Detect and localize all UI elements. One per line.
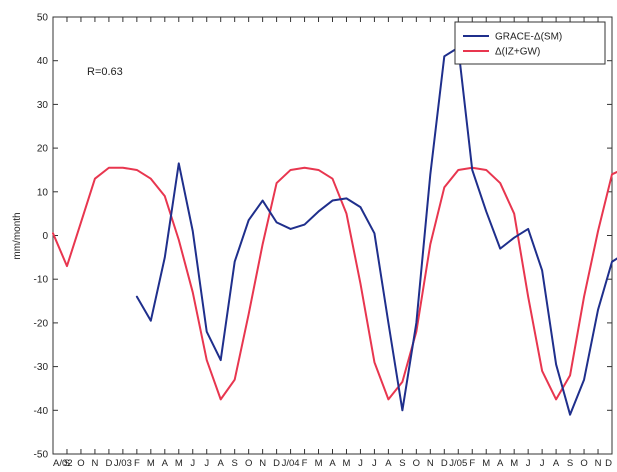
y-tick-label: -20 (34, 318, 49, 329)
x-tick-label: O (413, 458, 420, 469)
x-tick-label: A (162, 458, 169, 469)
y-tick-label: 40 (37, 56, 49, 67)
x-tick-label: S (64, 458, 70, 469)
x-tick-label: A (553, 458, 560, 469)
y-tick-label: -50 (34, 450, 49, 461)
x-tick-label: S (399, 458, 405, 469)
y-axis-label: mm/month (12, 212, 23, 259)
x-tick-label: F (302, 458, 308, 469)
x-axis-ticks: A/02S O N D J/03 F M A M J J A S O N D J/04 F M A M J J A S O N D J/… (52, 17, 613, 469)
y-tick-label: 20 (37, 144, 49, 155)
series-line-0 (135, 46, 617, 416)
x-tick-label: J/05 (449, 458, 467, 469)
x-tick-label: J (204, 458, 209, 469)
series-lines (52, 46, 617, 416)
x-tick-label: N (91, 458, 98, 469)
x-tick-label: D (605, 458, 612, 469)
x-tick-label: M (482, 458, 490, 469)
x-tick-label: M (147, 458, 155, 469)
x-tick-label: S (232, 458, 238, 469)
x-tick-label: F (469, 458, 475, 469)
x-tick-label: A (497, 458, 504, 469)
x-tick-label: F (134, 458, 140, 469)
x-tick-label: N (259, 458, 266, 469)
legend-label-1: Δ(IZ+GW) (495, 47, 540, 58)
legend-box (454, 21, 606, 65)
x-tick-label: J (526, 458, 531, 469)
x-tick-label: J (358, 458, 363, 469)
x-tick-label: M (315, 458, 323, 469)
x-tick-label: O (580, 458, 587, 469)
y-tick-label: -40 (34, 406, 49, 417)
x-tick-label: S (567, 458, 573, 469)
y-tick-label: -10 (34, 275, 49, 286)
x-tick-label: J (190, 458, 195, 469)
y-tick-label: 10 (37, 187, 49, 198)
x-tick-label: D (105, 458, 112, 469)
x-tick-label: D (441, 458, 448, 469)
y-tick-label: 50 (37, 13, 49, 24)
x-tick-label: A (329, 458, 336, 469)
x-tick-label: J (372, 458, 377, 469)
x-tick-label: M (175, 458, 183, 469)
x-tick-label: N (595, 458, 602, 469)
legend-label-0: GRACE-Δ(SM) (495, 32, 562, 43)
x-tick-label: J/03 (114, 458, 132, 469)
x-tick-label: A/02 (53, 458, 73, 469)
x-tick-label: A (218, 458, 225, 469)
series-line-1 (52, 166, 617, 401)
y-tick-label: 30 (37, 100, 49, 111)
y-tick-label: -30 (34, 362, 49, 373)
x-tick-label: M (510, 458, 518, 469)
y-axis-ticks: -50 -40 -30 -20 -10 0 10 20 30 40 50 (34, 13, 612, 461)
x-tick-label: N (427, 458, 434, 469)
x-tick-label: M (343, 458, 351, 469)
legend: GRACE-Δ(SM) Δ(IZ+GW) (454, 21, 606, 65)
correlation-annotation: R=0.63 (87, 66, 123, 78)
y-tick-label: 0 (42, 231, 48, 242)
x-tick-label: A (385, 458, 392, 469)
x-tick-label: O (245, 458, 252, 469)
x-tick-label: J (540, 458, 545, 469)
plot-area (52, 16, 613, 455)
x-tick-label: O (77, 458, 84, 469)
x-tick-label: J/04 (282, 458, 300, 469)
x-tick-label: D (273, 458, 280, 469)
